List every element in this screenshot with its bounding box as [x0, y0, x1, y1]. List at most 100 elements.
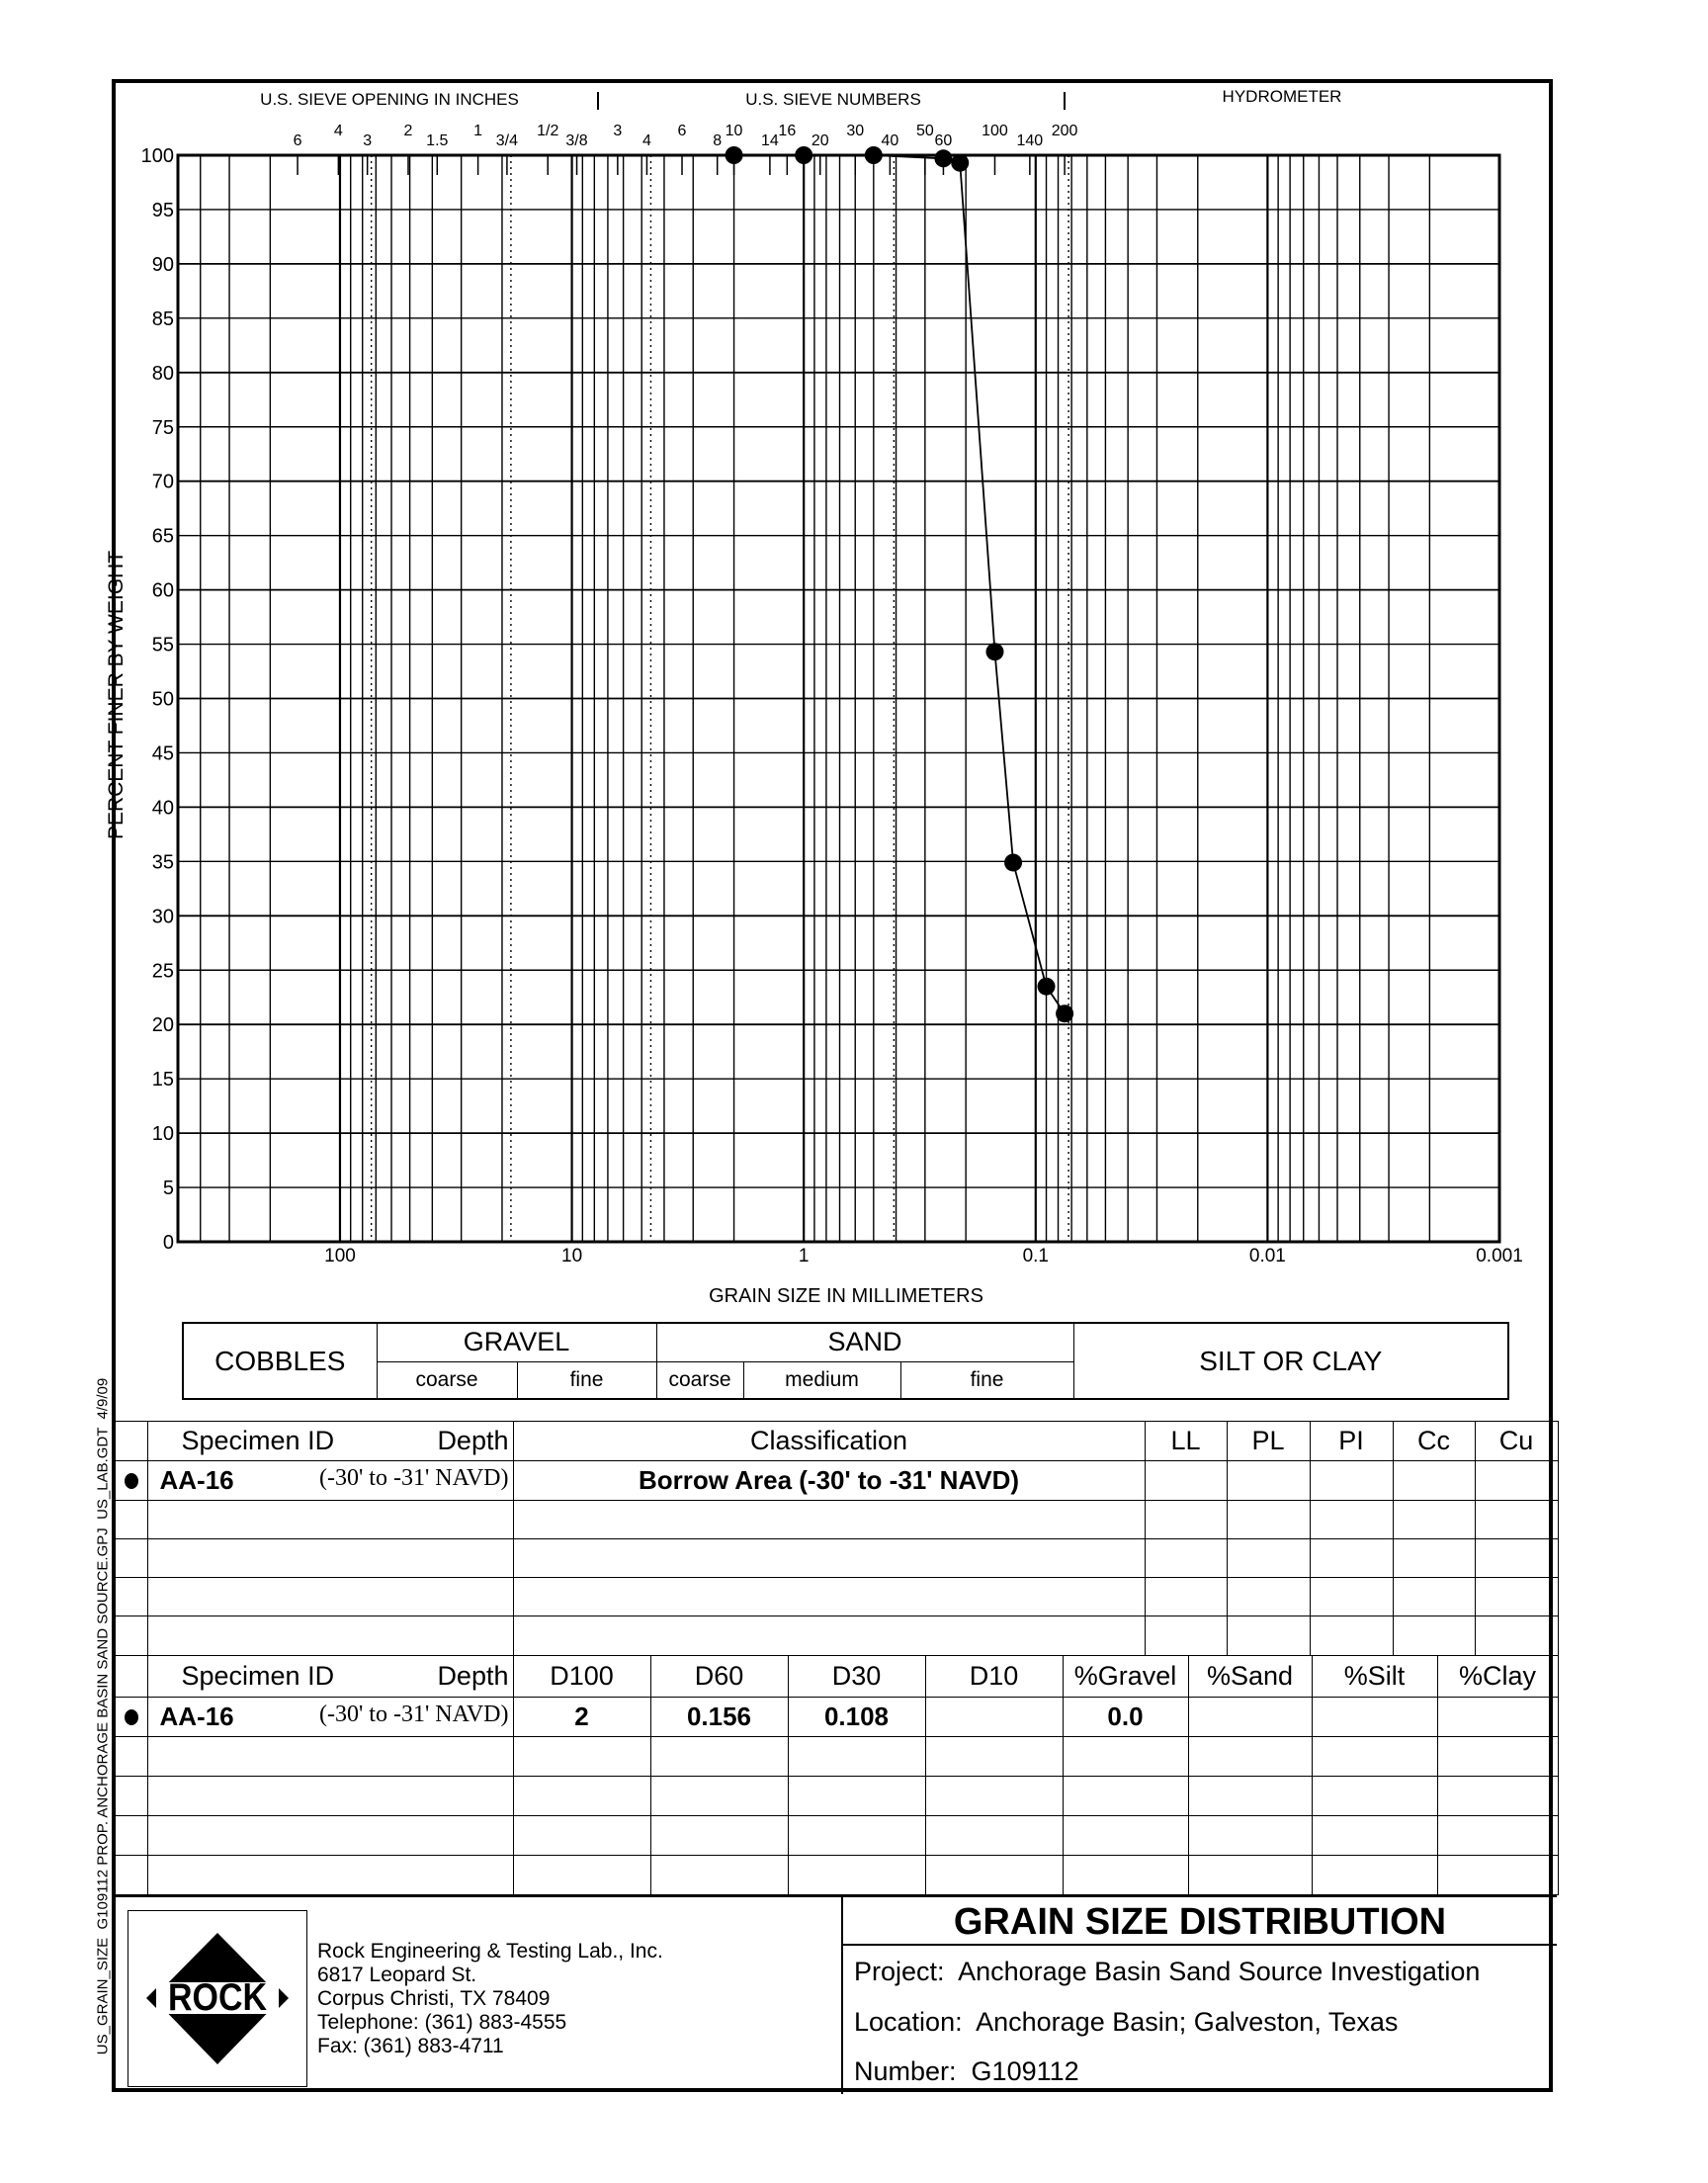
y-axis-label: PERCENT FINER BY WEIGHT [105, 550, 128, 840]
footer-divider [116, 1894, 1557, 1897]
location-value: Anchorage Basin; Galveston, Texas [976, 2007, 1399, 2037]
d100-value: 2 [512, 1697, 651, 1737]
sieve-tick-label: 2 [404, 123, 413, 139]
sand-fine-label: fine [899, 1360, 1074, 1400]
y-tick-label: 55 [152, 635, 174, 656]
sieve-tick-label: 8 [713, 132, 722, 149]
d60-value: 0.156 [649, 1697, 789, 1737]
sieve-tick-label: 60 [935, 132, 953, 149]
sand-label: SAND [655, 1322, 1074, 1362]
cobbles-label: COBBLES [182, 1322, 378, 1400]
table-row [116, 1577, 1559, 1616]
data-point [795, 146, 813, 164]
sieve-tick-label: 6 [678, 123, 687, 139]
sieve-tick-label: 1/2 [537, 123, 558, 139]
y-tick-label: 25 [152, 960, 174, 982]
y-tick-label: 40 [152, 797, 174, 819]
header-depth: Depth [437, 1426, 509, 1455]
d30-value: 0.108 [787, 1697, 926, 1737]
footer-divider [841, 1894, 843, 2094]
x-tick-label: 0.001 [1476, 1246, 1523, 1266]
sieve-tick-label: 40 [881, 132, 898, 149]
y-tick-label: 80 [152, 363, 174, 385]
sieve-numbers-label: U.S. SIEVE NUMBERS [745, 90, 921, 109]
header-silt: %Silt [1311, 1655, 1438, 1698]
table-row [116, 1538, 1559, 1578]
classification: Borrow Area (-30' to -31' NAVD) [512, 1460, 1146, 1501]
sieve-tick-label: 200 [1052, 123, 1078, 139]
header-separator [597, 92, 599, 110]
sieve-tick-label: 100 [982, 123, 1008, 139]
y-tick-label: 30 [152, 906, 174, 927]
soil-class-table: COBBLES GRAVEL SAND SILT OR CLAY coarse … [182, 1322, 1510, 1400]
data-point [985, 643, 1004, 661]
sieve-tick-label: 1 [473, 123, 482, 139]
table-row [116, 1615, 1559, 1656]
table-row: AA-16 (-30' to -31' NAVD) 2 0.156 0.108 0… [116, 1697, 1559, 1737]
header-d30: D30 [787, 1655, 926, 1698]
depth: (-30' to -31' NAVD) [318, 1465, 509, 1491]
x-tick-label: 100 [324, 1246, 356, 1266]
report-title: GRAIN SIZE DISTRIBUTION [953, 1901, 1447, 1943]
y-tick-label: 70 [152, 472, 174, 493]
series-marker-icon [124, 1709, 138, 1725]
depth: (-30' to -31' NAVD) [318, 1702, 509, 1727]
d10-value [924, 1697, 1064, 1737]
gravel-coarse-label: coarse [376, 1360, 518, 1400]
y-tick-label: 85 [152, 308, 174, 330]
company-street: 6817 Leopard St. [317, 1964, 477, 1986]
data-point [864, 146, 883, 164]
header-d100: D100 [512, 1655, 651, 1698]
sand-coarse-label: coarse [655, 1360, 744, 1400]
project-value: Anchorage Basin Sand Source Investigatio… [958, 1957, 1481, 1986]
gradation-table: Specimen ID Depth D100 D60 D30 D10 %Grave… [116, 1655, 1559, 1895]
company-logo: ROCK [128, 1910, 307, 2087]
sieve-tick-label: 20 [811, 132, 829, 149]
header-specimen-id: Specimen ID [181, 1661, 335, 1691]
gravel-label: GRAVEL [376, 1322, 657, 1362]
location-label: Location: [854, 2007, 963, 2037]
side-file-label: US_GRAIN_SIZE G109112 PROP. ANCHORAGE BA… [94, 1377, 112, 2055]
sieve-inches-label: U.S. SIEVE OPENING IN INCHES [260, 90, 519, 109]
sieve-tick-label: 3 [363, 132, 372, 149]
sieve-tick-label: 6 [294, 132, 302, 149]
y-tick-label: 60 [152, 580, 174, 602]
grain-size-chart: 0510152025303540455055606570758085909510… [141, 123, 1523, 1266]
y-tick-label: 90 [152, 254, 174, 276]
series-marker-icon [124, 1473, 138, 1489]
y-tick-label: 5 [163, 1178, 174, 1199]
header-d60: D60 [649, 1655, 789, 1698]
y-tick-label: 65 [152, 526, 174, 548]
x-axis-label: GRAIN SIZE IN MILLIMETERS [709, 1285, 983, 1307]
company-city: Corpus Christi, TX 78409 [317, 1987, 551, 2010]
sieve-tick-label: 4 [334, 123, 343, 139]
specimen-id: AA-16 [159, 1702, 234, 1731]
header-d10: D10 [924, 1655, 1064, 1698]
sieve-tick-label: 10 [726, 123, 743, 139]
sieve-tick-label: 30 [846, 123, 864, 139]
sieve-tick-label: 3 [613, 123, 622, 139]
sieve-tick-label: 1.5 [426, 132, 448, 149]
table-header-row: Specimen ID Depth D100 D60 D30 D10 %Grave… [116, 1655, 1559, 1698]
header-depth: Depth [437, 1661, 509, 1691]
number-value: G109112 [971, 2056, 1079, 2086]
y-tick-label: 75 [152, 417, 174, 439]
data-point [1004, 853, 1023, 872]
table-row: AA-16 (-30' to -31' NAVD) Borrow Area (-3… [116, 1460, 1559, 1501]
y-tick-label: 15 [152, 1069, 174, 1091]
svg-text:ROCK: ROCK [168, 1975, 268, 2019]
sieve-tick-label: 140 [1017, 132, 1044, 149]
table-row [116, 1855, 1559, 1895]
cu-value [1474, 1460, 1559, 1501]
ll-value [1144, 1460, 1228, 1501]
gravel-fine-label: fine [516, 1360, 657, 1400]
header-cu: Cu [1474, 1421, 1559, 1461]
cc-value [1392, 1460, 1476, 1501]
specimen-id: AA-16 [159, 1465, 234, 1495]
y-tick-label: 0 [163, 1232, 174, 1254]
project-label: Project: [854, 1957, 945, 1986]
header-classification: Classification [512, 1421, 1146, 1461]
header-separator [1064, 92, 1066, 110]
silt-clay-label: SILT OR CLAY [1072, 1322, 1509, 1400]
data-point [725, 146, 743, 164]
